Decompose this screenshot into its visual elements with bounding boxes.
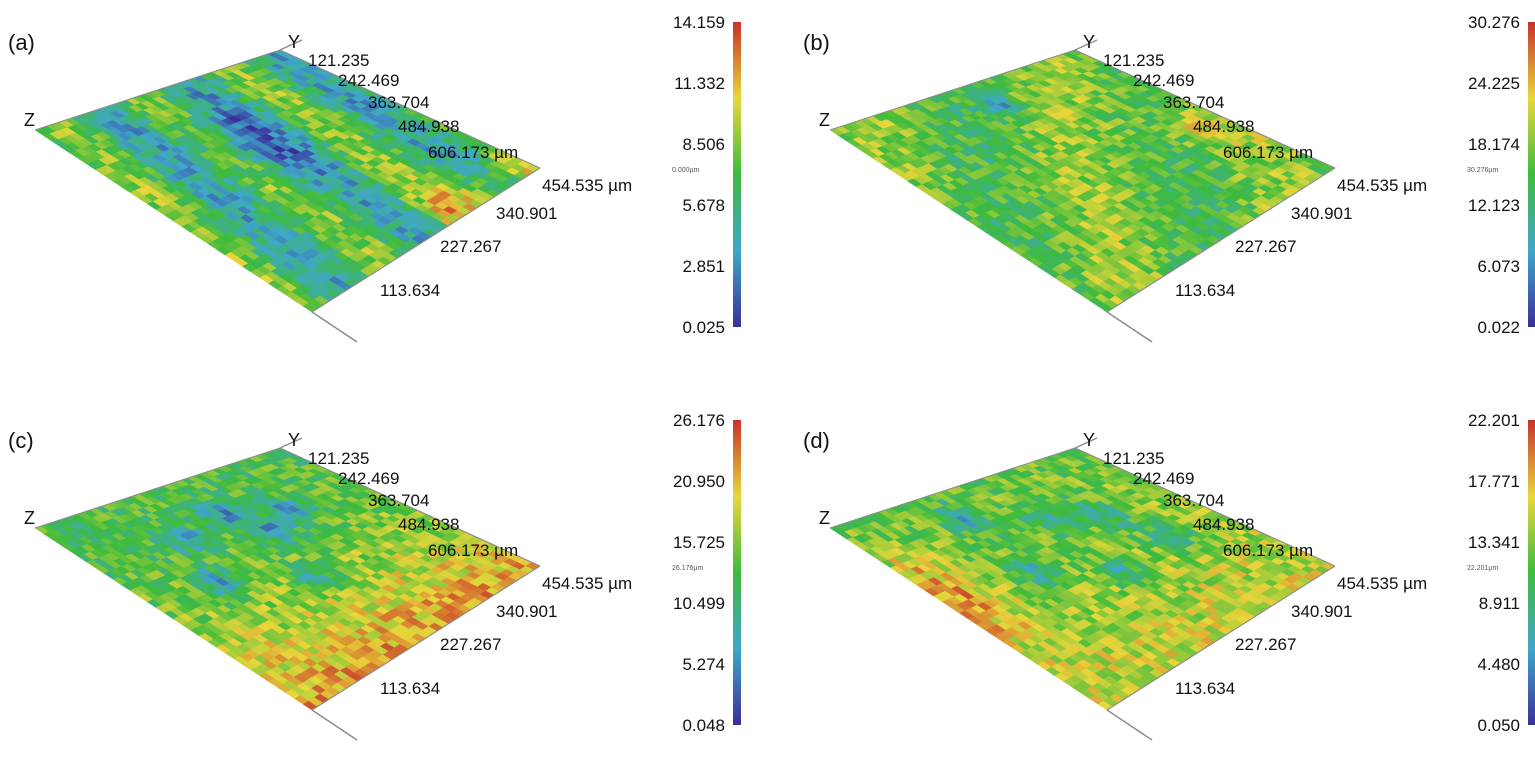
y-axis-tick: 606.173 µm xyxy=(1223,143,1313,162)
colorbar-tick: 0.025 xyxy=(682,318,725,337)
y-axis-tick: 121.235 xyxy=(1103,449,1164,468)
surface-map xyxy=(829,447,1336,711)
x-axis-tick: 227.267 xyxy=(440,237,501,256)
axis-lines xyxy=(829,39,1336,343)
colorbar-tiny-label: 26.176µm xyxy=(672,565,703,572)
axis-y-label: Y xyxy=(288,430,300,450)
colorbar-tick: 26.176 xyxy=(673,411,725,430)
surface-map xyxy=(829,49,1336,313)
x-axis-tick: 340.901 xyxy=(496,602,557,621)
axis-z-label: Z xyxy=(819,110,830,130)
colorbar-tick: 8.506 xyxy=(682,135,725,154)
colorbar-tiny-label: 30.276µm xyxy=(1467,167,1498,174)
y-axis-tick: 606.173 µm xyxy=(428,541,518,560)
colorbar-tick: 15.725 xyxy=(673,533,725,552)
y-axis-tick: 242.469 xyxy=(1133,71,1194,90)
x-axis-tick: 227.267 xyxy=(1235,237,1296,256)
colorbar xyxy=(733,420,741,725)
panel-d: (d) Y Z 121.235 242.469 363.704 484.938 606.173… xyxy=(795,398,1535,768)
colorbar-tick: 5.274 xyxy=(682,655,725,674)
colorbar xyxy=(1528,22,1535,327)
colorbar xyxy=(1528,420,1535,725)
axis-z-label: Z xyxy=(24,110,35,130)
y-axis-tick: 242.469 xyxy=(1133,469,1194,488)
colorbar-tick: 2.851 xyxy=(682,257,725,276)
panel-c: (c) Y Z 121.235 242.469 363.704 484.938 606.173… xyxy=(0,398,760,768)
x-axis-tick: 454.535 µm xyxy=(542,574,632,593)
panel-label: (b) xyxy=(803,30,830,55)
axis-lines xyxy=(34,39,541,343)
panel-b: (b) Y Z 121.235 242.469 363.704 484.938 606.173… xyxy=(795,0,1535,370)
x-axis-tick: 113.634 xyxy=(380,281,440,300)
y-axis-tick: 484.938 xyxy=(1193,515,1254,534)
y-axis-tick: 363.704 xyxy=(368,93,429,112)
y-axis-tick: 363.704 xyxy=(368,491,429,510)
x-axis-tick: 113.634 xyxy=(1175,679,1235,698)
colorbar-tick: 30.276 xyxy=(1468,13,1520,32)
colorbar-tiny-label: 0.000µm xyxy=(672,167,700,174)
x-axis-tick: 340.901 xyxy=(1291,204,1352,223)
x-axis-tick: 454.535 µm xyxy=(542,176,632,195)
surface-map xyxy=(34,49,541,313)
colorbar-tick: 13.341 xyxy=(1468,533,1520,552)
panel-label: (a) xyxy=(8,30,35,55)
colorbar-tick: 20.950 xyxy=(673,472,725,491)
colorbar-tick: 10.499 xyxy=(673,594,725,613)
y-axis-tick: 606.173 µm xyxy=(428,143,518,162)
y-axis-tick: 484.938 xyxy=(1193,117,1254,136)
x-axis-tick: 113.634 xyxy=(1175,281,1235,300)
y-axis-tick: 363.704 xyxy=(1163,491,1224,510)
colorbar-tick: 0.050 xyxy=(1477,716,1520,735)
x-axis-tick: 227.267 xyxy=(440,635,501,654)
y-axis-tick: 484.938 xyxy=(398,117,459,136)
y-axis-tick: 242.469 xyxy=(338,469,399,488)
panel-label: (c) xyxy=(8,428,34,453)
y-axis-tick: 484.938 xyxy=(398,515,459,534)
panel-a: (a) Y Z 121.235 242.469 363.704 484.938 606.173… xyxy=(0,0,760,370)
y-axis-tick: 242.469 xyxy=(338,71,399,90)
colorbar-tick: 11.332 xyxy=(674,74,725,93)
x-axis-tick: 227.267 xyxy=(1235,635,1296,654)
surface-map xyxy=(34,447,541,711)
colorbar-tick: 14.159 xyxy=(673,13,725,32)
y-axis-tick: 121.235 xyxy=(1103,51,1164,70)
axis-y-label: Y xyxy=(1083,32,1095,52)
colorbar-tiny-label: 22.201µm xyxy=(1467,565,1498,572)
axis-z-label: Z xyxy=(819,508,830,528)
colorbar-tick: 4.480 xyxy=(1477,655,1520,674)
y-axis-tick: 606.173 µm xyxy=(1223,541,1313,560)
colorbar-tick: 0.048 xyxy=(682,716,725,735)
x-axis-tick: 340.901 xyxy=(1291,602,1352,621)
y-axis-tick: 121.235 xyxy=(308,51,369,70)
axis-y-label: Y xyxy=(288,32,300,52)
x-axis-tick: 454.535 µm xyxy=(1337,574,1427,593)
colorbar-tick: 24.225 xyxy=(1468,74,1520,93)
axis-y-label: Y xyxy=(1083,430,1095,450)
colorbar-tick: 22.201 xyxy=(1468,411,1520,430)
colorbar-tick: 6.073 xyxy=(1477,257,1520,276)
panel-label: (d) xyxy=(803,428,830,453)
colorbar-tick: 8.911 xyxy=(1479,594,1520,613)
colorbar xyxy=(733,22,741,327)
x-axis-tick: 454.535 µm xyxy=(1337,176,1427,195)
axis-z-label: Z xyxy=(24,508,35,528)
axis-lines xyxy=(34,437,541,741)
y-axis-tick: 363.704 xyxy=(1163,93,1224,112)
axis-lines xyxy=(829,437,1336,741)
y-axis-tick: 121.235 xyxy=(308,449,369,468)
x-axis-tick: 113.634 xyxy=(380,679,440,698)
colorbar-tick: 12.123 xyxy=(1468,196,1520,215)
colorbar-tick: 18.174 xyxy=(1468,135,1520,154)
colorbar-tick: 0.022 xyxy=(1477,318,1520,337)
x-axis-tick: 340.901 xyxy=(496,204,557,223)
colorbar-tick: 17.771 xyxy=(1468,472,1520,491)
colorbar-tick: 5.678 xyxy=(682,196,725,215)
